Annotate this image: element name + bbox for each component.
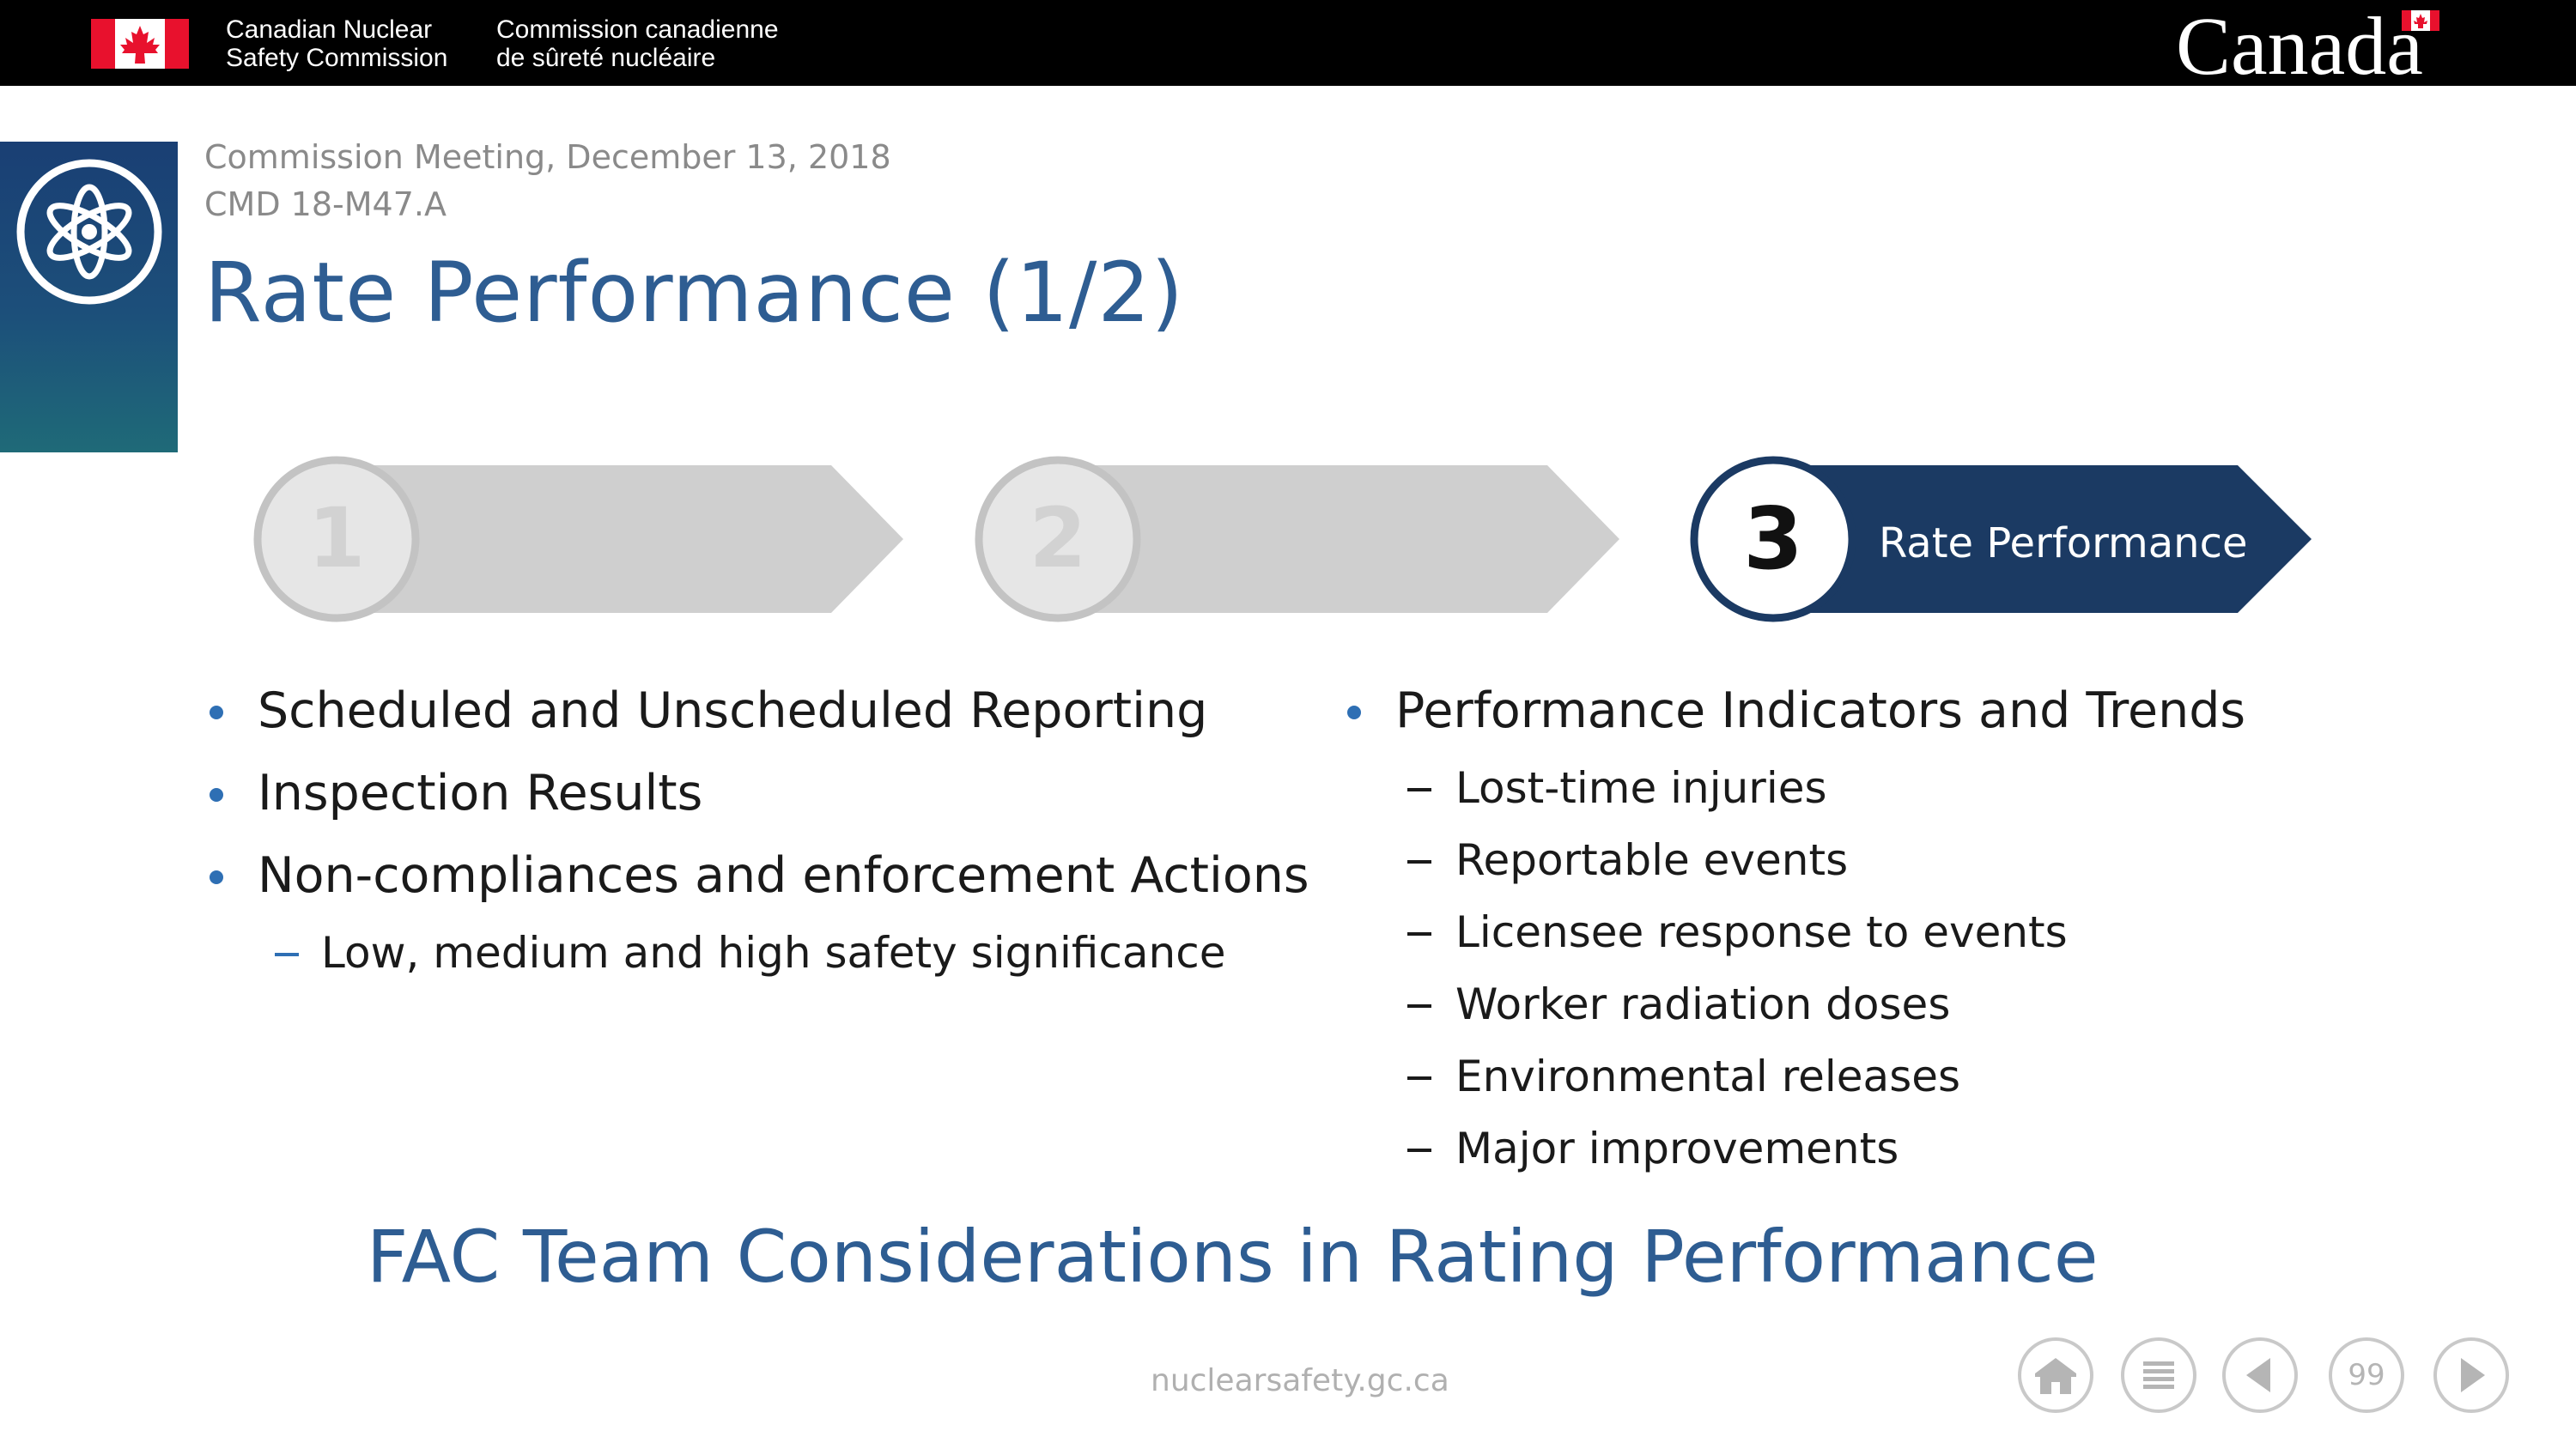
list-subitem: Major improvements: [1344, 1113, 2245, 1185]
previous-icon: [2246, 1358, 2270, 1392]
list-subitem: Lost-time injuries: [1344, 752, 2245, 824]
org-name-english: Canadian Nuclear Safety Commission: [226, 15, 447, 72]
canada-flag-icon: [91, 19, 189, 69]
page-number-button[interactable]: 99: [2329, 1337, 2404, 1413]
next-icon: [2461, 1358, 2485, 1392]
step-3-label: Rate Performance: [1879, 519, 2248, 567]
home-icon: [2035, 1358, 2076, 1394]
right-bullet-list: Performance Indicators and Trends Lost-t…: [1344, 670, 2245, 1185]
list-item: Performance Indicators and Trends: [1344, 670, 2245, 752]
top-banner: Canadian Nuclear Safety Commission Commi…: [0, 0, 2576, 92]
document-code: CMD 18-M47.A: [204, 185, 447, 223]
list-item: Scheduled and Unscheduled Reporting: [206, 670, 1309, 752]
step-3-number: 3: [1743, 488, 1803, 589]
org-name-french: Commission canadienne de sûreté nucléair…: [496, 15, 779, 72]
list-subitem: Worker radiation doses: [1344, 968, 2245, 1040]
left-bullet-list: Scheduled and Unscheduled Reporting Insp…: [206, 670, 1309, 989]
menu-button[interactable]: [2121, 1337, 2196, 1413]
bottom-heading: FAC Team Considerations in Rating Perfor…: [367, 1215, 2099, 1299]
list-item: Inspection Results: [206, 752, 1309, 834]
page-number: 99: [2348, 1358, 2385, 1392]
list-subitem: Licensee response to events: [1344, 896, 2245, 968]
canada-wordmark: Canada: [2176, 0, 2423, 92]
org-name-english-line1: Canadian Nuclear: [226, 15, 433, 44]
list-subitem: Environmental releases: [1344, 1040, 2245, 1113]
next-button[interactable]: [2433, 1337, 2509, 1413]
step-2-number: 2: [1030, 490, 1087, 586]
list-subitem: Reportable events: [1344, 824, 2245, 896]
org-name-english-line2: Safety Commission: [226, 44, 448, 72]
page-title: Rate Performance (1/2): [204, 245, 1184, 341]
step-3: 3: [1690, 456, 2312, 622]
atom-logo-icon: [16, 159, 162, 305]
step-1-number: 1: [308, 490, 366, 586]
list-subitem: Low, medium and high safety significance: [206, 917, 1309, 989]
footer-url[interactable]: nuclearsafety.gc.ca: [1151, 1363, 1449, 1398]
menu-icon: [2143, 1361, 2174, 1389]
org-name-french-line1: Commission canadienne: [496, 15, 779, 44]
step-1: 1: [253, 456, 903, 622]
step-2: 2: [975, 456, 1619, 622]
process-steps: 1 2 3 Rate Performance: [0, 446, 2576, 635]
previous-button[interactable]: [2222, 1337, 2298, 1413]
org-name-french-line2: de sûreté nucléaire: [496, 44, 716, 72]
list-item: Non-compliances and enforcement Actions: [206, 834, 1309, 917]
meeting-date: Commission Meeting, December 13, 2018: [204, 138, 891, 176]
home-button[interactable]: [2018, 1337, 2093, 1413]
wordmark-flag-icon: [2402, 10, 2439, 31]
